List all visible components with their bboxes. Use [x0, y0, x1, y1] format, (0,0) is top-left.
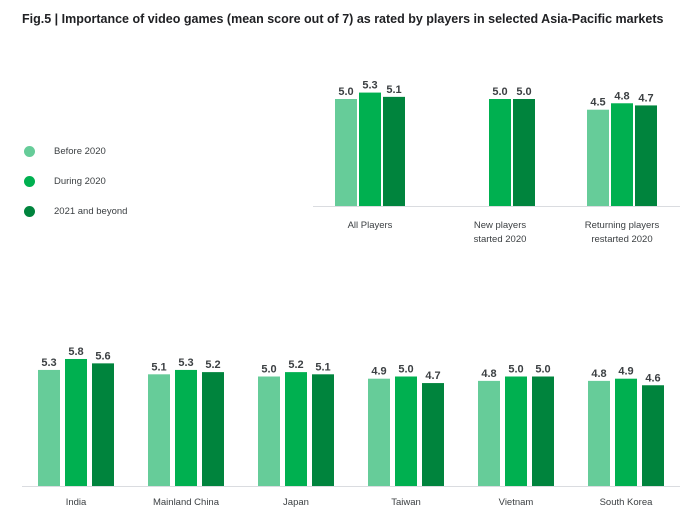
- data-label: 5.6: [95, 350, 110, 362]
- bar-mainland-china-before-2020: [148, 374, 170, 486]
- legend-swatch-before-2020: [24, 146, 35, 157]
- legend-label: 2021 and beyond: [54, 206, 128, 217]
- data-label: 5.3: [362, 80, 377, 92]
- bar-mainland-china-2021-and-beyond: [202, 372, 224, 486]
- bar-returning-players-restarted-2020-before-2020: [587, 109, 609, 206]
- category-label-line: Vietnam: [499, 497, 534, 508]
- data-label: 4.8: [591, 368, 606, 380]
- bar-all-players-2021-and-beyond: [383, 96, 405, 206]
- bar-japan-during-2020: [285, 372, 307, 486]
- data-label: 4.6: [645, 372, 660, 384]
- category-label-mainland-china: Mainland China: [153, 497, 220, 508]
- bar-new-players-started-2020-2021-and-beyond: [513, 99, 535, 206]
- bar-vietnam-2021-and-beyond: [532, 376, 554, 486]
- data-label: 5.1: [386, 84, 401, 96]
- legend-label: Before 2020: [54, 146, 106, 157]
- chart-top-panel: 5.0 5.3 5.1 All Players 5.0 5.0 New players sta…: [313, 80, 680, 245]
- data-label: 5.0: [338, 86, 353, 98]
- bar-india-2021-and-beyond: [92, 363, 114, 486]
- category-label-line: started 2020: [474, 234, 527, 245]
- data-label: 5.0: [535, 364, 550, 376]
- chart-bottom-panel: 5.3 5.8 5.6 India 5.1 5.3 5.2 Mainland China 5.0…: [22, 346, 680, 508]
- bar-japan-2021-and-beyond: [312, 374, 334, 486]
- bar-south-korea-before-2020: [588, 380, 610, 486]
- data-label: 5.1: [151, 361, 166, 373]
- category-label-line: South Korea: [600, 497, 654, 508]
- bar-taiwan-2021-and-beyond: [422, 383, 444, 486]
- bar-all-players-before-2020: [335, 99, 357, 206]
- data-label: 4.8: [481, 368, 496, 380]
- bar-south-korea-during-2020: [615, 378, 637, 486]
- data-label: 5.2: [288, 359, 303, 371]
- category-label-line: India: [66, 497, 87, 508]
- data-label: 4.7: [425, 370, 440, 382]
- category-label-line: Returning players: [585, 220, 660, 231]
- category-label-japan: Japan: [283, 497, 309, 508]
- category-label-all-players: All Players: [348, 220, 393, 231]
- category-label-india: India: [66, 497, 87, 508]
- category-label-returning-players-restarted-2020: Returning players restarted 2020: [585, 220, 660, 245]
- data-label: 4.9: [618, 366, 633, 378]
- category-label-taiwan: Taiwan: [391, 497, 421, 508]
- category-label-line: New players: [474, 220, 527, 231]
- bar-japan-before-2020: [258, 376, 280, 486]
- bar-mainland-china-during-2020: [175, 369, 197, 486]
- bar-returning-players-restarted-2020-during-2020: [611, 103, 633, 206]
- data-label: 5.0: [398, 364, 413, 376]
- data-label: 5.0: [492, 86, 507, 98]
- legend-item-2021-and-beyond: 2021 and beyond: [24, 206, 127, 217]
- bar-new-players-started-2020-during-2020: [489, 99, 511, 206]
- legend-item-during-2020: During 2020: [24, 176, 106, 187]
- bar-india-during-2020: [65, 358, 87, 486]
- data-label: 5.0: [261, 364, 276, 376]
- bar-all-players-during-2020: [359, 92, 381, 206]
- data-label: 5.3: [41, 357, 56, 369]
- bar-taiwan-during-2020: [395, 376, 417, 486]
- chart-title: Fig.5 | Importance of video games (mean …: [22, 12, 664, 26]
- legend-label: During 2020: [54, 176, 106, 187]
- category-label-line: Taiwan: [391, 497, 421, 508]
- data-label: 5.0: [516, 86, 531, 98]
- category-label-line: restarted 2020: [591, 234, 652, 245]
- data-label: 5.8: [68, 346, 83, 358]
- category-label-new-players-started-2020: New players started 2020: [474, 220, 527, 245]
- category-label-line: Mainland China: [153, 497, 220, 508]
- legend-swatch-2021-and-beyond: [24, 206, 35, 217]
- category-label-line: Japan: [283, 497, 309, 508]
- data-label: 5.0: [508, 364, 523, 376]
- data-label: 5.1: [315, 361, 330, 373]
- bar-returning-players-restarted-2020-2021-and-beyond: [635, 105, 657, 206]
- category-label-line: All Players: [348, 220, 393, 231]
- category-label-south-korea: South Korea: [600, 497, 654, 508]
- legend-swatch-during-2020: [24, 176, 35, 187]
- bar-india-before-2020: [38, 369, 60, 486]
- bar-south-korea-2021-and-beyond: [642, 385, 664, 486]
- data-label: 4.7: [638, 92, 653, 104]
- category-label-vietnam: Vietnam: [499, 497, 534, 508]
- legend-item-before-2020: Before 2020: [24, 146, 106, 157]
- data-label: 5.2: [205, 359, 220, 371]
- bar-vietnam-before-2020: [478, 380, 500, 486]
- data-label: 4.9: [371, 366, 386, 378]
- bar-vietnam-during-2020: [505, 376, 527, 486]
- data-label: 5.3: [178, 357, 193, 369]
- data-label: 4.8: [614, 90, 629, 102]
- bar-taiwan-before-2020: [368, 378, 390, 486]
- data-label: 4.5: [590, 97, 605, 109]
